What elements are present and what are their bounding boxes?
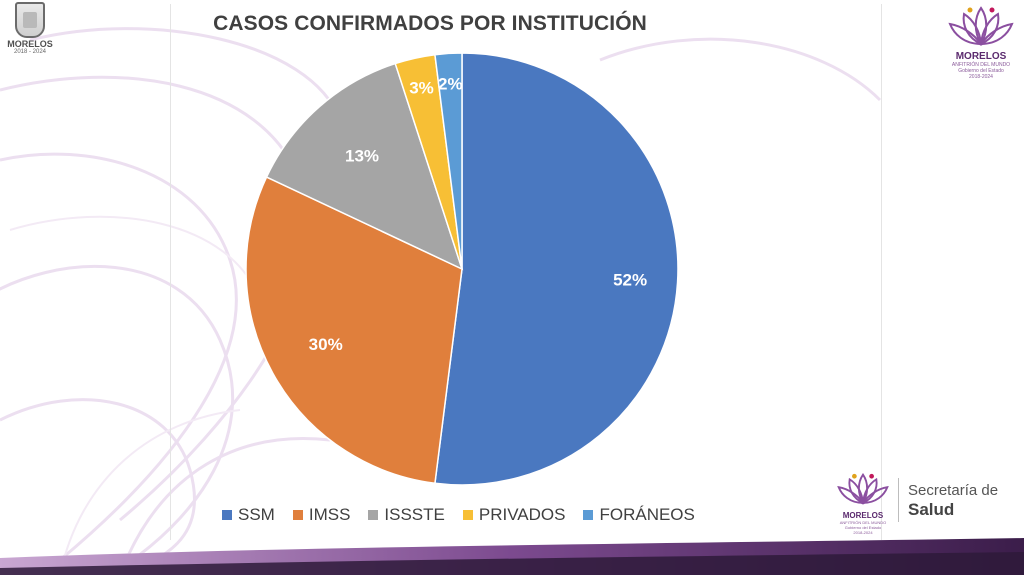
chart-frame <box>170 4 882 540</box>
data-label-issste: 13% <box>345 147 379 166</box>
legend-label: ISSSTE <box>384 505 445 524</box>
state-logo: MORELOS 2018 - 2024 <box>4 2 56 68</box>
brand-logo-footer: MORELOS ANFITRIÓN DEL MUNDO Gobierno del… <box>834 470 892 535</box>
legend-label: FORÁNEOS <box>599 505 695 524</box>
brand-logo: MORELOS ANFITRIÓN DEL MUNDO Gobierno del… <box>944 4 1018 80</box>
legend-item-imss: IMSS <box>292 505 351 525</box>
pie-slice-ssm <box>434 52 679 486</box>
data-label-imss: 30% <box>309 335 343 354</box>
legend-item-issste: ISSSTE <box>368 505 445 525</box>
data-label-ssm: 52% <box>613 271 647 290</box>
brand-subtitle: Gobierno del Estado <box>958 68 1004 74</box>
legend-item-ssm: SSM <box>222 505 275 525</box>
pie-slice-imss <box>245 176 463 485</box>
brand-subtitle: Gobierno del Estado <box>844 525 882 530</box>
footer-divider <box>898 478 899 522</box>
legend-swatch <box>462 510 473 520</box>
legend-label: PRIVADOS <box>478 505 566 524</box>
legend-label: IMSS <box>308 505 351 524</box>
brand-years: 2018-2024 <box>969 74 993 80</box>
legend-item-foráneos: FORÁNEOS <box>583 505 695 525</box>
brand-name: MORELOS <box>955 51 1007 62</box>
state-shield-icon <box>15 2 45 38</box>
pie-slice-foráneos <box>434 52 463 270</box>
lotus-icon <box>837 473 889 505</box>
bottom-decorative-band <box>0 538 1024 575</box>
data-label-privados: 3% <box>409 79 434 98</box>
state-logo-name: MORELOS <box>7 39 53 49</box>
legend-label: SSM <box>238 505 275 524</box>
legend-swatch <box>368 510 379 520</box>
legend-swatch <box>292 510 303 520</box>
legend-swatch <box>583 510 594 520</box>
state-logo-years: 2018 - 2024 <box>13 49 47 55</box>
chart-title: CASOS CONFIRMADOS POR INSTITUCIÓN <box>213 12 647 35</box>
legend-swatch <box>222 510 232 520</box>
brand-name: MORELOS <box>842 511 884 520</box>
brand-years: 2018-2024 <box>853 530 873 535</box>
legend-item-privados: PRIVADOS <box>462 505 566 525</box>
department-name-line2: Salud <box>908 500 955 519</box>
lotus-icon <box>948 6 1014 46</box>
pie-slice-issste <box>265 62 464 271</box>
brand-tagline: ANFITRIÓN DEL MUNDO <box>951 62 1011 68</box>
department-name-line1: Secretaría de <box>908 482 999 499</box>
brand-tagline: ANFITRIÓN DEL MUNDO <box>839 520 887 525</box>
chart-legend: SSM IMSS ISSSTE PRIVADOS FORÁNEOS <box>222 505 695 525</box>
data-label-foráneos: 2% <box>438 75 463 94</box>
